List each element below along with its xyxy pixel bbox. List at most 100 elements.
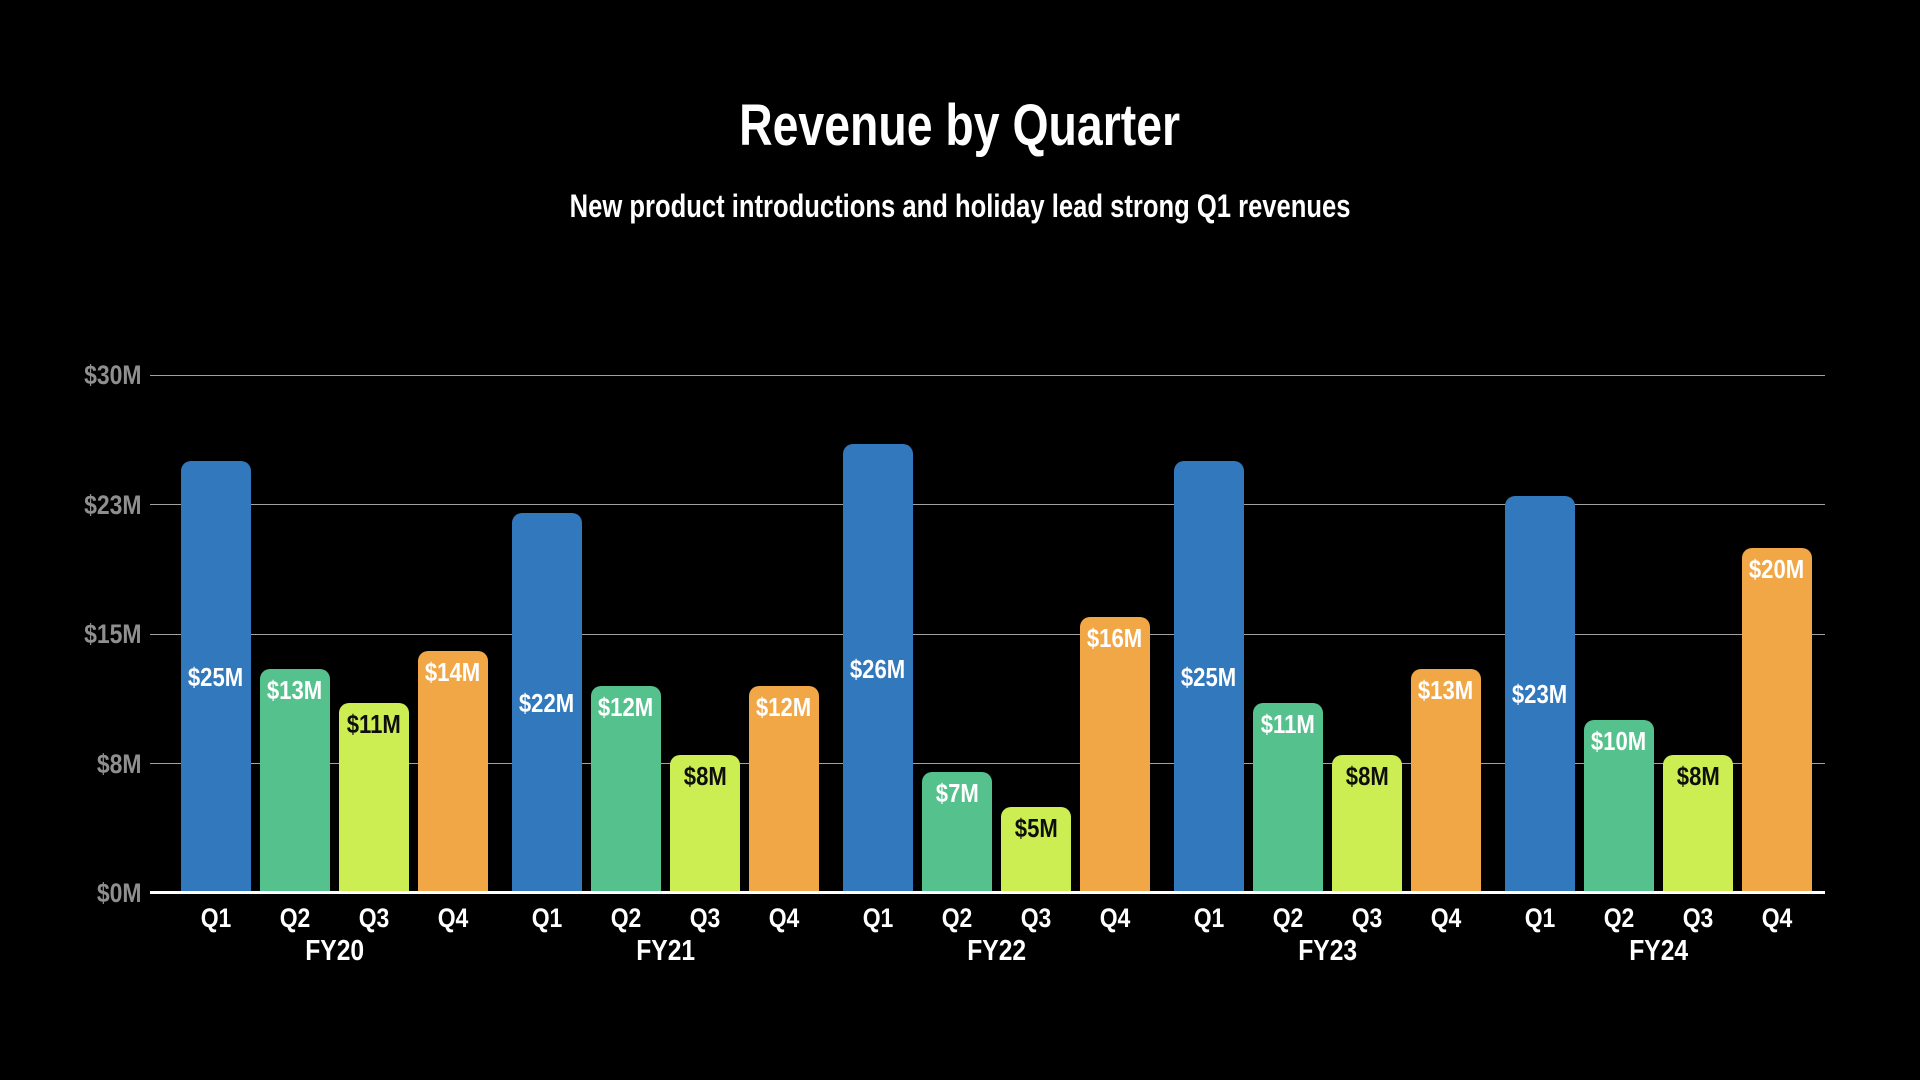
- y-axis-label-text: $30M: [84, 360, 142, 390]
- x-tick-label-text: Q4: [1761, 903, 1793, 933]
- x-tick-fy24-q1: Q1: [1505, 903, 1575, 933]
- gridline-15m: [150, 633, 1825, 635]
- bar-fy21-q1: $22M: [512, 513, 582, 893]
- bar-fy21-q3: $8M: [670, 754, 740, 893]
- x-axis-baseline: [150, 891, 1825, 894]
- chart-subtitle: New product introductions and holiday le…: [0, 186, 1920, 226]
- group-label-fy23: FY23: [1248, 935, 1408, 967]
- gridline-23m: [150, 504, 1825, 505]
- x-tick-label-text: Q4: [437, 903, 469, 933]
- bar-value-label-text: $11M: [346, 709, 402, 740]
- bar-value-label: $11M: [1253, 710, 1323, 738]
- group-label-text: FY24: [1629, 935, 1688, 967]
- x-tick-label-text: Q2: [941, 903, 973, 933]
- bar-value-label-text: $13M: [1418, 674, 1474, 705]
- x-tick-label-text: Q3: [689, 903, 721, 933]
- y-axis-label: $8M: [0, 749, 142, 779]
- bar-value-label-text: $5M: [1014, 812, 1058, 843]
- bar-value-label: $10M: [1584, 727, 1654, 755]
- x-tick-fy20-q3: Q3: [339, 903, 409, 933]
- y-axis-label-text: $8M: [97, 748, 142, 779]
- x-tick-label-text: Q1: [1524, 903, 1556, 933]
- chart-title: Revenue by Quarter: [0, 92, 1920, 160]
- x-tick-fy23-q4: Q4: [1411, 903, 1481, 933]
- bar-value-label: $16M: [1080, 624, 1150, 652]
- bar-value-label: $25M: [1174, 663, 1244, 691]
- x-tick-label-text: Q1: [862, 903, 894, 933]
- x-tick-fy22-q1: Q1: [843, 903, 913, 933]
- bar-value-label: $8M: [1332, 762, 1402, 790]
- x-tick-fy22-q2: Q2: [922, 903, 992, 933]
- bar-fy23-q3: $8M: [1332, 754, 1402, 893]
- bar-value-label-text: $25M: [188, 662, 244, 693]
- bar-value-label-text: $7M: [935, 778, 979, 809]
- group-label-text: FY23: [1298, 935, 1357, 967]
- x-tick-fy20-q4: Q4: [418, 903, 488, 933]
- bar-value-label: $25M: [181, 663, 251, 691]
- bar-value-label-text: $12M: [756, 691, 812, 722]
- x-tick-label-text: Q2: [1272, 903, 1304, 933]
- x-tick-label-text: Q4: [1099, 903, 1131, 933]
- bar-value-label: $14M: [418, 658, 488, 686]
- bar-fy23-q4: $13M: [1411, 668, 1481, 893]
- group-label-fy24: FY24: [1579, 935, 1739, 967]
- x-tick-label-text: Q4: [1430, 903, 1462, 933]
- bar-value-label: $26M: [843, 655, 913, 683]
- x-tick-fy22-q3: Q3: [1001, 903, 1071, 933]
- x-tick-fy22-q4: Q4: [1080, 903, 1150, 933]
- x-tick-label-text: Q4: [768, 903, 800, 933]
- x-tick-label-text: Q3: [1682, 903, 1714, 933]
- bar-value-label: $5M: [1001, 814, 1071, 842]
- x-tick-fy21-q2: Q2: [591, 903, 661, 933]
- gridline-8m: [150, 763, 1825, 764]
- bar-value-label: $8M: [670, 762, 740, 790]
- bar-fy24-q4: $20M: [1742, 547, 1812, 893]
- bar-value-label-text: $8M: [1676, 760, 1720, 791]
- bar-value-label-text: $14M: [425, 657, 481, 688]
- bar-value-label: $11M: [339, 710, 409, 738]
- bar-fy20-q3: $11M: [339, 703, 409, 893]
- bar-value-label-text: $20M: [1749, 553, 1805, 584]
- y-axis-label: $23M: [0, 490, 142, 520]
- bar-value-label-text: $10M: [1591, 726, 1647, 757]
- bar-fy23-q1: $25M: [1174, 461, 1244, 893]
- x-tick-fy20-q2: Q2: [260, 903, 330, 933]
- bar-fy20-q4: $14M: [418, 651, 488, 893]
- bar-value-label-text: $8M: [1345, 760, 1389, 791]
- group-label-text: FY22: [967, 935, 1026, 967]
- bar-value-label: $13M: [1411, 676, 1481, 704]
- y-axis-label-text: $23M: [84, 489, 142, 520]
- x-tick-fy21-q4: Q4: [749, 903, 819, 933]
- bar-value-label-text: $25M: [1181, 662, 1237, 693]
- x-tick-fy23-q1: Q1: [1174, 903, 1244, 933]
- chart-subtitle-text: New product introductions and holiday le…: [569, 188, 1351, 224]
- bar-value-label-text: $23M: [1512, 679, 1568, 710]
- y-axis-label-text: $0M: [97, 878, 142, 908]
- bar-fy21-q4: $12M: [749, 685, 819, 893]
- x-tick-label-text: Q2: [1603, 903, 1635, 933]
- bar-value-label: $12M: [591, 693, 661, 721]
- group-label-text: FY21: [636, 935, 695, 967]
- bar-value-label-text: $8M: [683, 760, 727, 791]
- bar-fy22-q3: $5M: [1001, 806, 1071, 893]
- group-label-fy20: FY20: [255, 935, 415, 967]
- y-axis-label: $0M: [0, 878, 142, 908]
- x-tick-fy23-q3: Q3: [1332, 903, 1402, 933]
- x-tick-fy21-q1: Q1: [512, 903, 582, 933]
- x-tick-label-text: Q1: [1193, 903, 1225, 933]
- x-tick-fy23-q2: Q2: [1253, 903, 1323, 933]
- x-tick-fy24-q4: Q4: [1742, 903, 1812, 933]
- bar-fy22-q2: $7M: [922, 772, 992, 893]
- y-axis-label: $30M: [0, 360, 142, 390]
- y-axis-label-text: $15M: [84, 619, 142, 649]
- bar-value-label-text: $26M: [850, 653, 906, 684]
- group-label-fy22: FY22: [917, 935, 1077, 967]
- bar-value-label-text: $11M: [1260, 709, 1316, 740]
- x-tick-label-text: Q3: [1020, 903, 1052, 933]
- x-tick-label-text: Q1: [200, 903, 232, 933]
- bar-value-label: $22M: [512, 689, 582, 717]
- bar-value-label: $20M: [1742, 555, 1812, 583]
- x-tick-label-text: Q3: [1351, 903, 1383, 933]
- x-tick-fy20-q1: Q1: [181, 903, 251, 933]
